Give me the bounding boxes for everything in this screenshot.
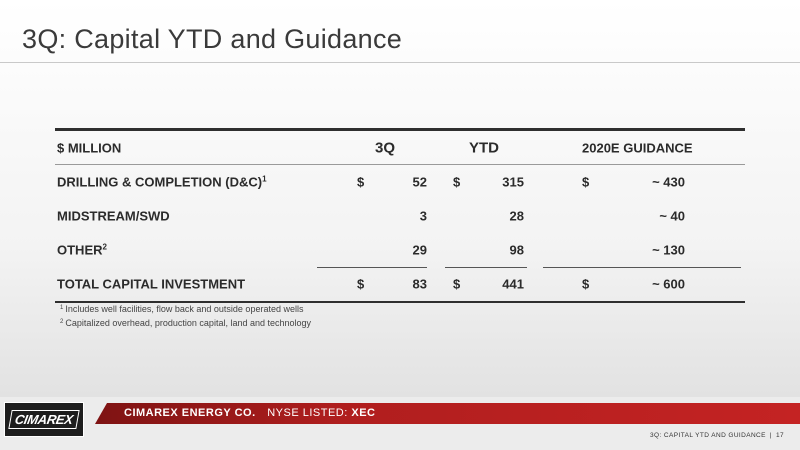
listing-label: NYSE LISTED: — [267, 407, 348, 419]
company-line: CIMAREX ENERGY CO. NYSE LISTED: XEC — [124, 407, 375, 419]
footer-separator: | — [769, 432, 772, 439]
subtotal-rule-3q — [317, 267, 427, 268]
dollar-sign: $ — [357, 174, 365, 190]
value-guidance: ~ 600 — [652, 276, 685, 292]
footnote: 2 Capitalized overhead, production capita… — [60, 318, 312, 328]
value-3q: 29 — [412, 242, 427, 258]
slide-title: 3Q: Capital YTD and Guidance — [22, 24, 403, 54]
header-3q: 3Q — [375, 139, 396, 156]
dollar-sign: $ — [582, 174, 590, 190]
company-logo: CIMAREX — [4, 402, 84, 437]
value-guidance: ~ 40 — [659, 208, 685, 224]
company-name: CIMAREX ENERGY CO. — [124, 407, 256, 419]
page-number: 17 — [775, 432, 784, 439]
value-guidance: ~ 130 — [652, 242, 685, 258]
row-label: DRILLING & COMPLETION (D&C)1 — [57, 174, 267, 190]
value-3q: 83 — [412, 276, 427, 292]
header-guidance: 2020E GUIDANCE — [582, 140, 693, 155]
row-label: TOTAL CAPITAL INVESTMENT — [57, 276, 246, 292]
logo-wordmark: CIMAREX — [8, 410, 80, 429]
footnote-marker: 1 — [262, 174, 267, 184]
capital-table: $ MILLION 3Q YTD 2020E GUIDANCE DRILLING… — [55, 128, 745, 303]
value-ytd: 441 — [502, 276, 524, 292]
footnote: 1 Includes well facilities, flow back and… — [60, 304, 304, 314]
header-ytd: YTD — [469, 139, 499, 156]
value-ytd: 315 — [502, 174, 524, 190]
footer-slide-title: 3Q: CAPITAL YTD AND GUIDANCE — [650, 432, 766, 439]
table-bottom-rule — [55, 301, 745, 303]
row-label: OTHER2 — [57, 242, 107, 258]
value-3q: 3 — [419, 208, 427, 224]
footer-red-bar — [95, 403, 800, 424]
footnotes: 1 Includes well facilities, flow back and… — [60, 303, 311, 331]
footnote-marker: 2 — [102, 242, 107, 252]
value-guidance: ~ 430 — [652, 174, 685, 190]
subtotal-rule-guidance — [543, 267, 741, 268]
table-header-row: $ MILLION 3Q YTD 2020E GUIDANCE — [55, 131, 745, 165]
table-row-total: TOTAL CAPITAL INVESTMENT $ 83 $ 441 $ ~ … — [55, 267, 745, 301]
dollar-sign: $ — [357, 276, 365, 292]
table-row: MIDSTREAM/SWD 3 28 ~ 40 — [55, 199, 745, 233]
value-ytd: 98 — [509, 242, 524, 258]
value-3q: 52 — [412, 174, 427, 190]
value-ytd: 28 — [509, 208, 524, 224]
table-top-rule — [55, 128, 745, 131]
dollar-sign: $ — [582, 276, 590, 292]
row-label: MIDSTREAM/SWD — [57, 208, 170, 224]
dollar-sign: $ — [453, 174, 461, 190]
table-row: DRILLING & COMPLETION (D&C)1 $ 52 $ 315 … — [55, 165, 745, 199]
table-row: OTHER2 29 98 ~ 130 — [55, 233, 745, 267]
ticker-symbol: XEC — [351, 407, 376, 419]
subtotal-rule-ytd — [445, 267, 527, 268]
dollar-sign: $ — [453, 276, 461, 292]
title-divider — [0, 62, 800, 63]
slide-footer-info: 3Q: CAPITAL YTD AND GUIDANCE | 17 — [650, 432, 784, 439]
header-million: $ MILLION — [57, 140, 122, 155]
